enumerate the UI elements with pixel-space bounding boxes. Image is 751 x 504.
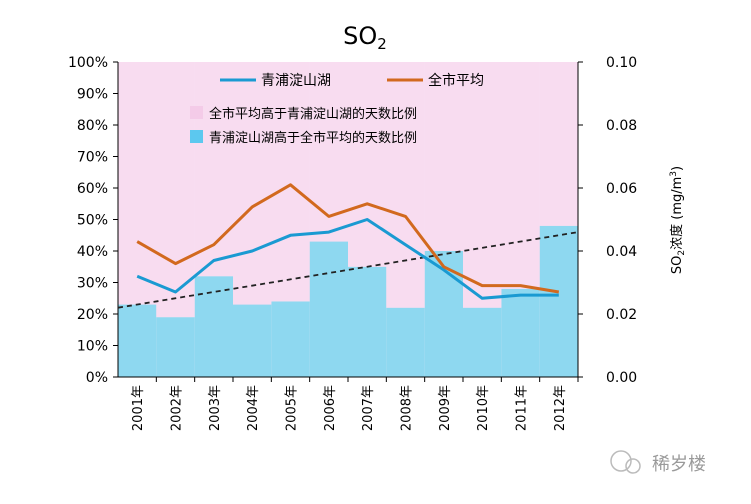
bar-pink-4 (233, 62, 272, 305)
bars-layer (118, 62, 578, 377)
y-left-tick-label-8: 80% (77, 118, 108, 134)
y-left-tick-label-1: 10% (77, 339, 108, 355)
y-left-tick-label-0: 0% (86, 370, 108, 386)
axes-layer: 0% 10% 20% 30% 40% 50% 60% 70% 80% 90% 100% 0.00 0.0… (68, 55, 637, 431)
y-right-tick-label-2: 0.04 (606, 244, 637, 260)
lines-layer (136, 183, 560, 300)
bar-cyan-7 (348, 266, 387, 377)
bar-pink-8 (386, 62, 425, 308)
y-left-tick-label-10: 100% (68, 55, 108, 71)
bar-cyan-2 (156, 317, 195, 377)
bar-cyan-11 (501, 288, 540, 377)
bar-cyan-4 (233, 304, 272, 377)
x-tick-label-1: 2001年 (131, 385, 146, 431)
bar-pink-7 (348, 62, 387, 267)
legend-label-pink: 全市平均高于青浦淀山湖的天数比例 (209, 106, 417, 122)
x-tick-label-2: 2002年 (170, 385, 185, 431)
y-left-tick-label-4: 40% (77, 244, 108, 260)
x-tick-label-12: 2012年 (553, 385, 568, 431)
bar-pink-5 (271, 62, 310, 302)
legend-swatch-pink (190, 106, 203, 119)
x-tick-label-5: 2005年 (285, 385, 300, 431)
x-tick-label-10: 2010年 (476, 385, 491, 431)
bar-cyan-6 (309, 241, 348, 377)
watermark: 稀岁楼 (610, 450, 706, 475)
y-left-tick-label-2: 20% (77, 307, 108, 323)
y-right-tick-label-1: 0.02 (606, 307, 637, 323)
series-line-1 (136, 218, 559, 300)
legend-swatch-cyan (190, 130, 203, 143)
y-left-tick-label-3: 30% (77, 276, 108, 292)
y-left-tick-label-9: 90% (77, 87, 108, 103)
x-tick-label-4: 2004年 (246, 385, 261, 431)
bar-pink-2 (156, 62, 195, 318)
bar-pink-11 (501, 62, 540, 289)
bar-pink-12 (539, 62, 578, 226)
bar-cyan-10 (463, 307, 502, 377)
y-right-tick-label-0: 0.00 (606, 370, 637, 386)
y-left-tick-label-6: 60% (77, 181, 108, 197)
y-left-tick-label-5: 50% (77, 213, 108, 229)
chart-title: SO2 (343, 22, 387, 53)
bar-pink-3 (194, 62, 233, 277)
bar-cyan-5 (271, 301, 310, 377)
x-tick-label-9: 2009年 (438, 385, 453, 431)
bar-pink-10 (463, 62, 502, 308)
y-right-tick-label-5: 0.10 (606, 55, 637, 71)
x-tick-label-7: 2007年 (361, 385, 376, 431)
x-tick-label-8: 2008年 (400, 385, 415, 431)
bar-cyan-1 (118, 304, 157, 377)
y-right-axis-label: SO2浓度 (mg/m3) (669, 166, 687, 274)
wechat-icon (610, 450, 632, 472)
y-right-tick-label-3: 0.06 (606, 181, 637, 197)
y-left-tick-label-7: 70% (77, 150, 108, 166)
legend-label-qingpu: 青浦淀山湖 (261, 73, 331, 89)
x-tick-label-3: 2003年 (208, 385, 223, 431)
x-tick-label-11: 2011年 (515, 385, 530, 431)
x-tick-label-6: 2006年 (323, 385, 338, 431)
bar-pink-1 (118, 62, 157, 305)
trend-line (117, 231, 579, 309)
watermark-text: 稀岁楼 (652, 454, 706, 475)
trend-layer (117, 231, 579, 309)
bar-pink-9 (424, 62, 463, 251)
legend-label-cyan: 青浦淀山湖高于全市平均的天数比例 (209, 130, 417, 146)
y-right-tick-label-4: 0.08 (606, 118, 637, 134)
legend: 青浦淀山湖 全市平均 全市平均高于青浦淀山湖的天数比例 青浦淀山湖高于全市平均的… (190, 72, 484, 146)
wechat-icon-small (625, 458, 641, 474)
series-line-2 (136, 183, 560, 294)
bar-cyan-3 (194, 276, 233, 377)
bar-cyan-12 (539, 225, 578, 377)
legend-label-city: 全市平均 (428, 72, 484, 89)
bar-cyan-8 (386, 307, 425, 377)
